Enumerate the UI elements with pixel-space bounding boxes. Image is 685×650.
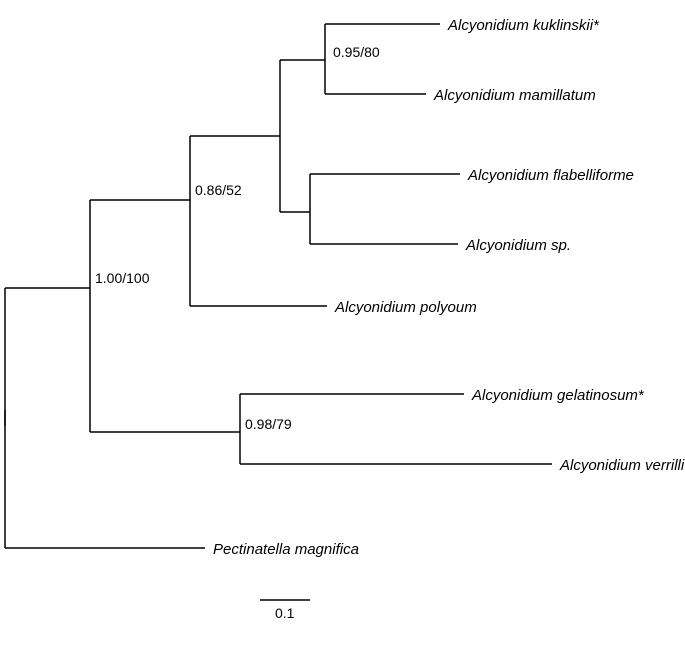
support-n1: 1.00/100 [95, 270, 150, 286]
taxon-verrilli: Alcyonidium verrilli [559, 457, 685, 474]
taxon-gelatinosum: Alcyonidium gelatinosum* [471, 387, 645, 404]
taxon-flabelliforme: Alcyonidium flabelliforme [467, 167, 634, 184]
support-n4: 0.95/80 [333, 44, 380, 60]
phylogenetic-tree: Alcyonidium kuklinskii* Alcyonidium mami… [0, 0, 685, 650]
taxon-pectinatella: Pectinatella magnifica [213, 541, 359, 558]
taxon-mamillatum: Alcyonidium mamillatum [433, 87, 596, 104]
support-n2: 0.86/52 [195, 182, 242, 198]
taxon-polyoum: Alcyonidium polyoum [334, 299, 477, 316]
support-n6: 0.98/79 [245, 416, 292, 432]
scale-value: 0.1 [275, 605, 295, 621]
taxon-sp: Alcyonidium sp. [465, 237, 571, 254]
taxon-kuklinskii: Alcyonidium kuklinskii* [447, 17, 600, 34]
